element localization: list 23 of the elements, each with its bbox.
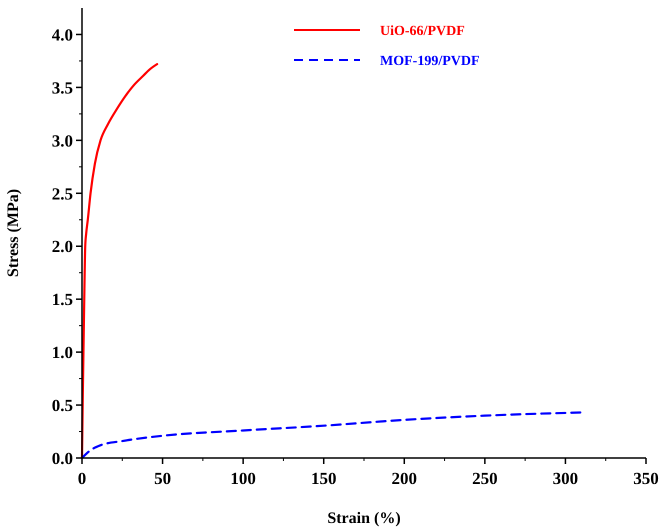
y-tick-label: 0.0	[52, 449, 73, 468]
y-tick-label: 1.0	[52, 343, 73, 362]
line-series	[80, 411, 582, 460]
y-tick-label: 3.0	[52, 131, 73, 150]
y-tick-label: 4.0	[52, 25, 73, 44]
x-tick-label: 0	[78, 469, 86, 488]
y-tick-label: 2.5	[52, 184, 73, 204]
x-tick-label: 50	[154, 469, 172, 488]
y-tick-label: 3.5	[52, 78, 73, 98]
y-tick-label: 0.5	[52, 396, 73, 416]
x-tick-label: 300	[552, 469, 578, 488]
y-tick-label: 2.0	[52, 237, 73, 256]
x-tick-label: 350	[633, 469, 659, 488]
legend-label: MOF-199/PVDF	[380, 54, 480, 69]
legend-label: UiO-66/PVDF	[380, 24, 465, 39]
x-tick-label: 200	[392, 469, 418, 488]
x-axis-title: Strain (%)	[327, 510, 401, 527]
x-tick-label: 150	[310, 469, 336, 488]
y-axis-title: Stress (MPa)	[5, 188, 22, 278]
x-tick-label: 100	[230, 469, 256, 488]
x-tick-label: 250	[472, 469, 498, 488]
line-series	[80, 63, 158, 460]
y-tick-label: 1.5	[52, 290, 73, 310]
